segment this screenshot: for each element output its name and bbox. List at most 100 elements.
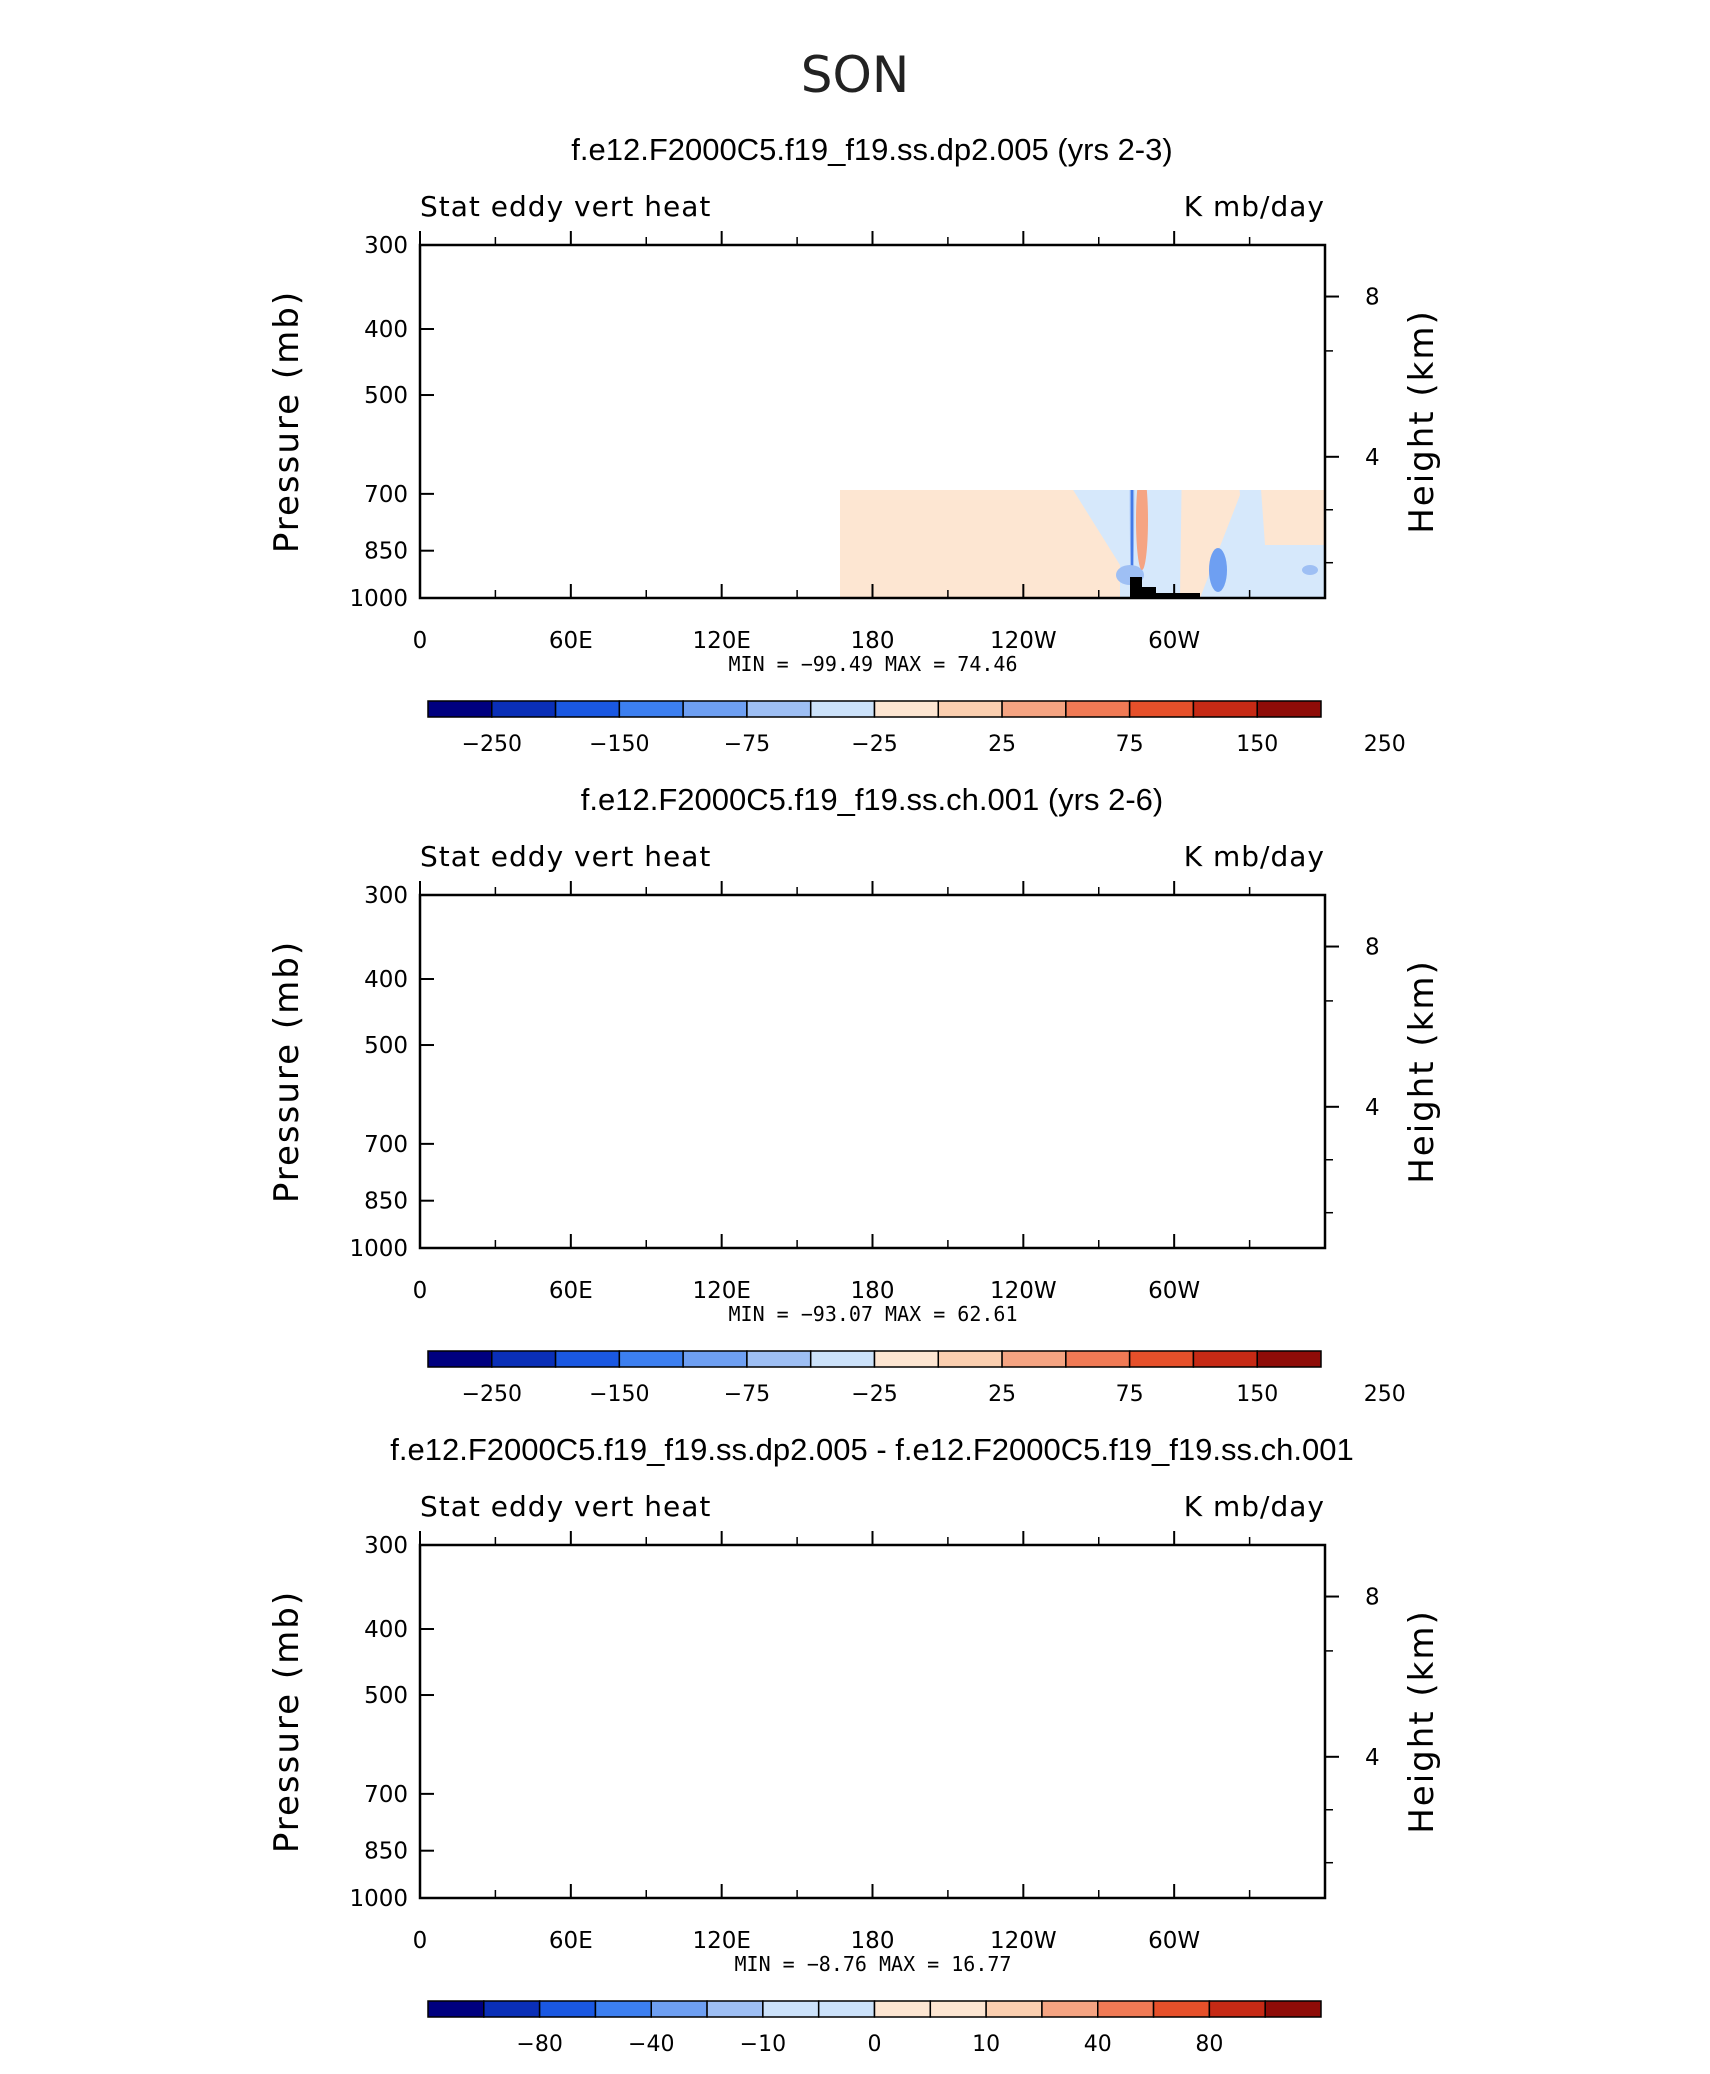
contour-region-3: [540, 1045, 670, 1248]
colorbar-swatch: [618, 1350, 684, 1368]
colorbar-label: 25: [988, 732, 1016, 757]
x-tick-label: 180: [851, 628, 895, 654]
x-tick-label: 60W: [1148, 1928, 1200, 1954]
colorbar: −80 −40 −10 0 10 40 80: [427, 2000, 1322, 2057]
colorbar-swatch: [929, 2000, 987, 2018]
x-tick-label: 60E: [549, 628, 593, 654]
min-value: −93.07: [801, 1302, 885, 1326]
x-tick-label: 120E: [692, 1928, 750, 1954]
contour-region-12: [1129, 490, 1135, 595]
contour-region-10: [1040, 1735, 1140, 1845]
y-tick-label: 500: [364, 1683, 408, 1709]
colorbar-label: 80: [1195, 2032, 1223, 2057]
y-tick-label: 700: [364, 1782, 408, 1808]
x-tick-label: 120W: [990, 628, 1057, 654]
colorbar-swatch: [1065, 700, 1131, 718]
contour-field: [420, 835, 1325, 1255]
colorbar-swatch: [1041, 2000, 1099, 2018]
x-tick-label: 120E: [692, 1278, 750, 1304]
contour-region-14: [1209, 1193, 1227, 1237]
contour-region-16: [506, 1198, 514, 1222]
contour-region-6: [840, 490, 1120, 598]
units-label: K mb/day: [1184, 190, 1325, 223]
colorbar-swatch: [809, 1350, 876, 1368]
min-label: MIN =: [728, 1302, 800, 1326]
contour-region-5: [660, 245, 740, 598]
y-tick-label: 700: [364, 1132, 408, 1158]
colorbar-swatch: [1001, 1350, 1067, 1368]
chart-panel-1: f.e12.F2000C5.f19_f19.ss.dp2.005 (yrs 2-…: [267, 132, 1442, 757]
y2-axis-label: Height (km): [1402, 959, 1442, 1184]
y2-axis-label: Height (km): [1402, 309, 1442, 534]
y-tick-label: 1000: [349, 1886, 408, 1912]
colorbar-swatch: [1192, 700, 1258, 718]
colorbar-swatch: [985, 2000, 1043, 2018]
colorbar-swatch: [746, 1350, 812, 1368]
colorbar-label: −150: [589, 732, 649, 757]
chart-panel-2: f.e12.F2000C5.f19_f19.ss.ch.001 (yrs 2-6…: [267, 782, 1442, 1407]
colorbar-label: −150: [589, 1382, 649, 1407]
contour-region-6: [740, 895, 1140, 1248]
colorbar-swatch: [1264, 2000, 1322, 2018]
colorbar-swatch: [706, 2000, 764, 2018]
y-tick-label: 500: [364, 1033, 408, 1059]
contour-region-22: [443, 1625, 447, 1645]
y2-axis-label: Height (km): [1402, 1609, 1442, 1834]
colorbar-label: −25: [851, 1382, 897, 1407]
colorbar-swatch: [554, 700, 621, 718]
contour-region-9: [1180, 895, 1240, 1248]
colorbar-swatch: [491, 1350, 557, 1368]
colorbar-swatch: [427, 1350, 493, 1368]
max-value: 16.77: [951, 1952, 1011, 1976]
chart-panel-3: f.e12.F2000C5.f19_f19.ss.dp2.005 - f.e12…: [267, 1432, 1442, 2057]
colorbar-swatch: [1065, 1350, 1131, 1368]
colorbar-swatch: [817, 2000, 876, 2018]
contour-field: [503, 245, 1325, 598]
y-tick-label: 500: [364, 383, 408, 409]
x-tick-label: 120E: [692, 628, 750, 654]
colorbar-label: −250: [462, 1382, 522, 1407]
contour-region-7: [975, 362, 1062, 475]
y-axis-label: Pressure (mb): [267, 290, 307, 553]
colorbar-label: 75: [1116, 732, 1144, 757]
colorbar-swatch: [937, 1350, 1003, 1368]
y-tick-label: 300: [364, 1533, 408, 1559]
colorbar-label: −40: [628, 2032, 674, 2057]
colorbar-swatch: [538, 2000, 597, 2018]
colorbar-swatch: [682, 1350, 748, 1368]
contour-region-11: [1150, 1725, 1240, 1898]
y-tick-label: 1000: [349, 1236, 408, 1262]
colorbar-swatch: [1256, 700, 1322, 718]
field-name-label: Stat eddy vert heat: [420, 1490, 711, 1523]
y-tick-label: 400: [364, 967, 408, 993]
contour-region-16: [503, 503, 513, 547]
colorbar-swatch: [618, 700, 684, 718]
topography-mask: [1130, 577, 1200, 598]
contour-region-6: [540, 1695, 640, 1845]
contour-region-4: [545, 964, 565, 1033]
units-label: K mb/day: [1184, 840, 1325, 873]
figure-title: SON: [801, 46, 910, 104]
colorbar-label: 150: [1236, 732, 1278, 757]
x-tick-label: 0: [413, 628, 428, 654]
colorbar-swatch: [1152, 2000, 1211, 2018]
colorbar-swatch: [650, 2000, 708, 2018]
contour-region-17: [506, 541, 514, 569]
contour-region-17: [1302, 1210, 1318, 1220]
colorbar-swatch: [1208, 2000, 1266, 2018]
contour-region-4: [540, 365, 655, 575]
contour-region-7: [670, 1675, 755, 1845]
colorbar-label: −10: [740, 2032, 786, 2057]
colorbar-swatch: [554, 1350, 621, 1368]
colorbar-label: 75: [1116, 1382, 1144, 1407]
colorbar-label: 10: [972, 2032, 1000, 2057]
y2-tick-label: 8: [1365, 285, 1380, 311]
min-value: −99.49: [801, 652, 885, 676]
contour-region-10: [1242, 895, 1325, 1195]
max-label: MAX =: [885, 652, 957, 676]
contour-region-8: [980, 245, 1005, 305]
contour-region-8: [760, 1725, 910, 1898]
panel-title: f.e12.F2000C5.f19_f19.ss.dp2.005 (yrs 2-…: [571, 132, 1172, 167]
panels: f.e12.F2000C5.f19_f19.ss.dp2.005 (yrs 2-…: [267, 132, 1442, 2057]
